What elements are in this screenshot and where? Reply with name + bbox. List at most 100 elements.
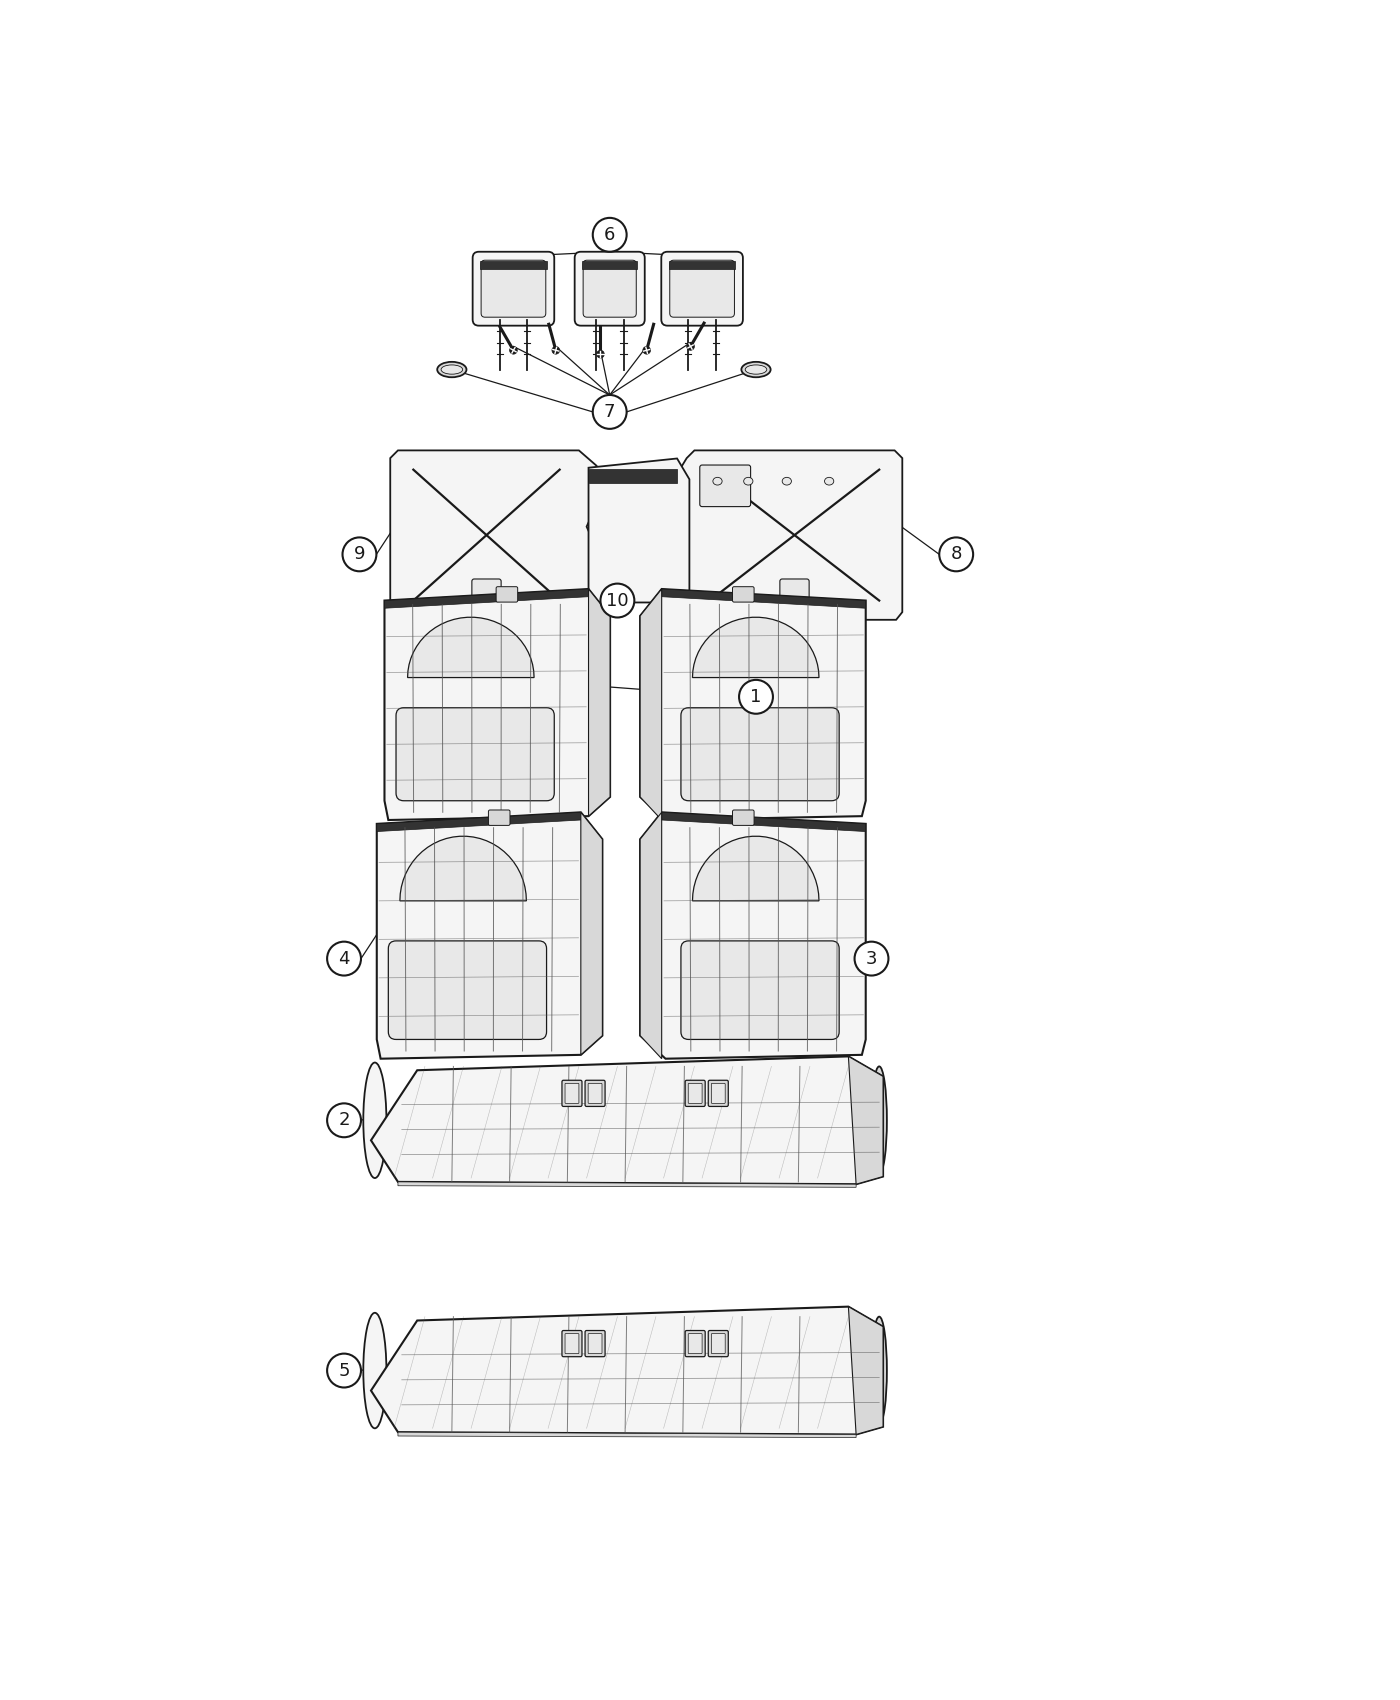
FancyBboxPatch shape: [561, 1331, 582, 1357]
Polygon shape: [400, 836, 526, 901]
Polygon shape: [640, 813, 662, 1059]
Bar: [582, 262, 637, 269]
Circle shape: [643, 347, 651, 354]
FancyBboxPatch shape: [585, 1080, 605, 1107]
Polygon shape: [640, 588, 662, 819]
FancyBboxPatch shape: [708, 1080, 728, 1107]
FancyBboxPatch shape: [661, 252, 743, 326]
Polygon shape: [662, 588, 865, 609]
Circle shape: [592, 218, 627, 252]
Polygon shape: [588, 588, 610, 816]
Ellipse shape: [405, 605, 421, 615]
Ellipse shape: [465, 612, 493, 627]
FancyBboxPatch shape: [588, 1333, 602, 1353]
Circle shape: [596, 350, 605, 359]
Polygon shape: [693, 836, 819, 901]
Polygon shape: [662, 813, 865, 831]
Polygon shape: [407, 617, 533, 678]
FancyBboxPatch shape: [685, 1080, 706, 1107]
Text: 9: 9: [354, 546, 365, 563]
Text: 8: 8: [951, 546, 962, 563]
FancyBboxPatch shape: [711, 1083, 725, 1103]
Ellipse shape: [437, 362, 466, 377]
Polygon shape: [377, 813, 602, 1059]
Polygon shape: [673, 450, 903, 620]
FancyBboxPatch shape: [489, 809, 510, 826]
Polygon shape: [640, 813, 865, 1059]
Polygon shape: [385, 588, 588, 609]
Circle shape: [328, 942, 361, 976]
Polygon shape: [371, 1056, 883, 1185]
Text: 6: 6: [603, 226, 616, 243]
Polygon shape: [640, 588, 865, 819]
Text: 5: 5: [339, 1362, 350, 1380]
Ellipse shape: [750, 605, 770, 617]
FancyBboxPatch shape: [585, 1331, 605, 1357]
Ellipse shape: [444, 605, 461, 615]
Ellipse shape: [729, 615, 752, 624]
Ellipse shape: [468, 615, 490, 624]
FancyBboxPatch shape: [566, 1083, 580, 1103]
Ellipse shape: [482, 605, 498, 615]
FancyBboxPatch shape: [669, 260, 735, 318]
Ellipse shape: [825, 478, 834, 484]
FancyBboxPatch shape: [574, 252, 645, 326]
Circle shape: [552, 347, 560, 354]
Text: 2: 2: [339, 1112, 350, 1129]
Polygon shape: [693, 617, 819, 678]
Polygon shape: [371, 1307, 883, 1435]
Ellipse shape: [784, 605, 805, 617]
Text: 4: 4: [339, 950, 350, 967]
Text: 1: 1: [750, 688, 762, 705]
Ellipse shape: [364, 1312, 386, 1428]
FancyBboxPatch shape: [482, 260, 546, 318]
Ellipse shape: [745, 366, 767, 374]
Ellipse shape: [742, 362, 770, 377]
FancyBboxPatch shape: [780, 580, 809, 609]
Circle shape: [939, 537, 973, 571]
Polygon shape: [398, 1182, 857, 1187]
Ellipse shape: [680, 615, 701, 624]
Text: 3: 3: [865, 950, 878, 967]
Text: 10: 10: [606, 592, 629, 610]
Ellipse shape: [727, 612, 755, 627]
Ellipse shape: [517, 605, 533, 615]
FancyBboxPatch shape: [680, 707, 839, 801]
Circle shape: [328, 1353, 361, 1387]
Text: 7: 7: [603, 403, 616, 422]
Circle shape: [854, 942, 889, 976]
FancyBboxPatch shape: [396, 707, 554, 801]
Polygon shape: [391, 450, 596, 620]
FancyBboxPatch shape: [680, 940, 839, 1039]
Circle shape: [328, 1103, 361, 1137]
Ellipse shape: [783, 478, 791, 484]
Circle shape: [687, 343, 694, 350]
Polygon shape: [385, 588, 610, 819]
FancyBboxPatch shape: [472, 580, 501, 609]
Circle shape: [739, 680, 773, 714]
Polygon shape: [848, 1307, 883, 1435]
Ellipse shape: [871, 1066, 888, 1175]
FancyBboxPatch shape: [388, 940, 546, 1039]
Ellipse shape: [871, 1318, 888, 1425]
Ellipse shape: [364, 1062, 386, 1178]
FancyBboxPatch shape: [496, 586, 518, 602]
Bar: [588, 469, 678, 483]
Polygon shape: [377, 813, 581, 831]
FancyBboxPatch shape: [708, 1331, 728, 1357]
Ellipse shape: [676, 612, 706, 627]
Polygon shape: [588, 459, 689, 602]
Ellipse shape: [743, 478, 753, 484]
FancyBboxPatch shape: [689, 1083, 703, 1103]
FancyBboxPatch shape: [711, 1333, 725, 1353]
FancyBboxPatch shape: [732, 809, 755, 826]
Bar: [669, 262, 735, 269]
FancyBboxPatch shape: [473, 252, 554, 326]
FancyBboxPatch shape: [689, 1333, 703, 1353]
Circle shape: [343, 537, 377, 571]
Polygon shape: [848, 1056, 883, 1185]
Ellipse shape: [441, 366, 462, 374]
Circle shape: [510, 347, 518, 354]
FancyBboxPatch shape: [588, 1083, 602, 1103]
Circle shape: [592, 394, 627, 428]
